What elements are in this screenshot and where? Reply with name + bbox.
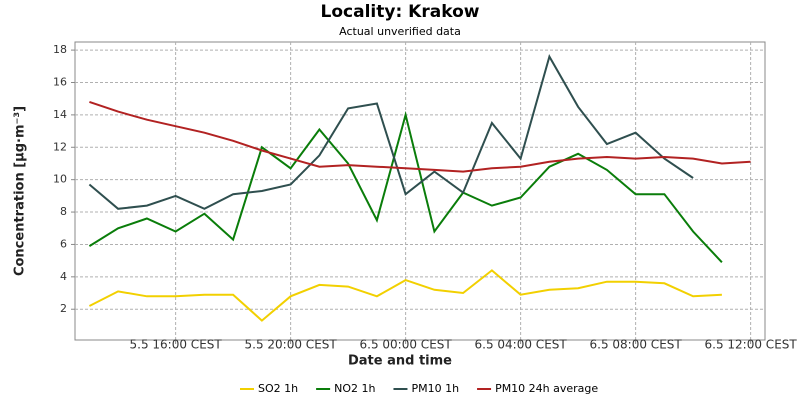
x-tick-label: 6.5 08:00 CEST	[590, 338, 683, 352]
y-tick-label: 12	[53, 140, 67, 153]
y-tick-label: 2	[60, 302, 67, 315]
series-line	[89, 100, 751, 173]
legend-label: NO2 1h	[334, 382, 375, 395]
plot-frame	[74, 41, 766, 341]
y-tick-label: 4	[60, 270, 67, 283]
y-tick-label: 16	[53, 75, 67, 88]
y-tick-label: 18	[53, 43, 67, 56]
series-line	[88, 54, 694, 210]
x-tick-label: 5.5 16:00 CEST	[130, 338, 223, 352]
x-tick-label: 6.5 04:00 CEST	[475, 338, 568, 352]
chart-subtitle: Actual unverified data	[339, 25, 461, 38]
x-tick-label: 5.5 20:00 CEST	[245, 338, 338, 352]
y-tick-label: 10	[53, 173, 67, 186]
y-tick-label: 6	[60, 237, 67, 250]
legend-label: SO2 1h	[258, 382, 298, 395]
y-tick-label: 8	[60, 205, 67, 218]
y-tick-label: 14	[53, 108, 67, 121]
series-line	[88, 269, 722, 322]
legend-label: PM10 24h average	[495, 382, 598, 395]
x-axis-label: Date and time	[348, 354, 452, 369]
y-axis-label: Concentration [µg·m⁻³]	[13, 106, 28, 276]
legend-label: PM10 1h	[411, 382, 459, 395]
chart-title: Locality: Krakow	[321, 2, 480, 22]
series-line	[88, 110, 723, 263]
x-tick-label: 6.5 00:00 CEST	[360, 338, 453, 352]
x-tick-label: 6.5 12:00 CEST	[705, 338, 798, 352]
